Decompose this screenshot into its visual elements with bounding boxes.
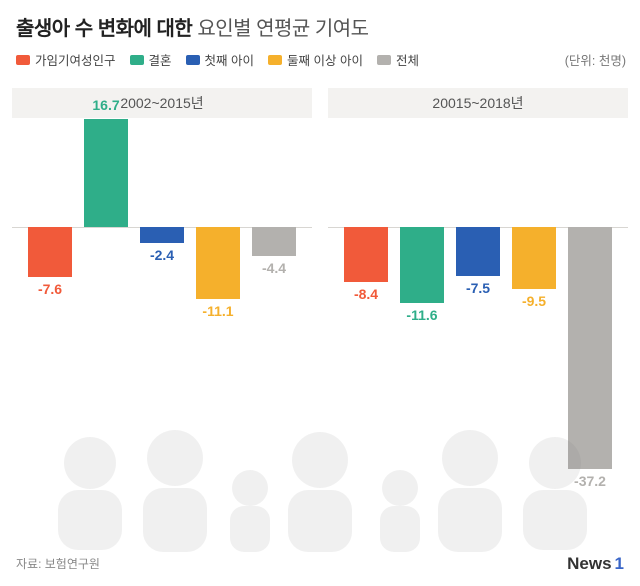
bar xyxy=(344,227,388,282)
bar xyxy=(196,227,240,299)
bar xyxy=(512,227,556,289)
bar-value-label: -7.5 xyxy=(448,280,508,296)
bar xyxy=(140,227,184,243)
unit-label: 단위: 천명 xyxy=(565,50,626,69)
bar-value-label: -7.6 xyxy=(20,281,80,297)
legend-label: 전체 xyxy=(396,50,419,69)
title-light: 요인별 연평균 기여도 xyxy=(197,18,368,40)
bar-value-label: 16.7 xyxy=(76,97,136,113)
legend-swatch xyxy=(186,55,200,65)
source-line: 자료: 보험연구원 xyxy=(16,555,100,572)
source-text: 보험연구원 xyxy=(45,557,100,571)
bar xyxy=(84,119,128,228)
legend-swatch xyxy=(377,55,391,65)
legend-item: 결혼 xyxy=(130,50,172,69)
legend-label: 가임기여성인구 xyxy=(35,50,116,69)
legend-item: 가임기여성인구 xyxy=(16,50,116,69)
chart-area: -8.4 -11.6 -7.5-9.5 -37.2 xyxy=(328,118,628,508)
legend-swatch xyxy=(130,55,144,65)
legend-label: 결혼 xyxy=(149,50,172,69)
logo-text: News xyxy=(567,554,611,574)
panel-title: 20015~2018년 xyxy=(328,88,628,118)
legend-item: 첫째 아이 xyxy=(186,50,254,69)
news1-logo: News1 xyxy=(567,554,624,574)
bar-value-label: -11.6 xyxy=(392,307,452,323)
legend-item: 둘째 이상 아이 xyxy=(268,50,363,69)
legend-swatch xyxy=(16,55,30,65)
source-prefix: 자료: xyxy=(16,557,41,571)
chart-title: 출생아 수 변화에 대한 요인별 연평균 기여도 xyxy=(16,12,369,41)
chart-card: 출생아 수 변화에 대한 요인별 연평균 기여도 가임기여성인구 결혼 첫째 아이 둘… xyxy=(0,0,640,586)
legend-item: 전체 xyxy=(377,50,419,69)
panel-title: 2002~2015년 xyxy=(12,88,312,118)
legend-label: 둘째 이상 아이 xyxy=(287,50,363,69)
bar xyxy=(252,227,296,256)
bar xyxy=(28,227,72,276)
legend-label: 첫째 아이 xyxy=(205,50,254,69)
bar-value-label: -11.1 xyxy=(188,303,248,319)
chart-area: -7.616.7-2.4-11.1-4.4 xyxy=(12,118,312,508)
title-bold: 출생아 수 변화에 대한 xyxy=(16,18,192,40)
bar-value-label: -8.4 xyxy=(336,286,396,302)
chart-panel: 2002~2015년 -7.6 16.7 -2.4 -11.1 -4.4 xyxy=(12,88,312,508)
legend-swatch xyxy=(268,55,282,65)
bar-value-label: -9.5 xyxy=(504,293,564,309)
chart-panels: 2002~2015년 -7.6 16.7 -2.4 -11.1 -4.4 20015~201… xyxy=(12,88,628,508)
logo-accent: 1 xyxy=(615,554,624,574)
bar-value-label: -4.4 xyxy=(244,260,304,276)
bar-value-label: -37.2 xyxy=(560,473,620,489)
bar-value-label: -2.4 xyxy=(132,247,192,263)
legend: 가임기여성인구 결혼 첫째 아이 둘째 이상 아이 전체 xyxy=(16,50,419,69)
bar xyxy=(400,227,444,302)
bar xyxy=(456,227,500,276)
bar xyxy=(568,227,612,469)
chart-panel: 20015~2018년 -8.4 -11.6 -7.5-9.5 -37.2 xyxy=(328,88,628,508)
